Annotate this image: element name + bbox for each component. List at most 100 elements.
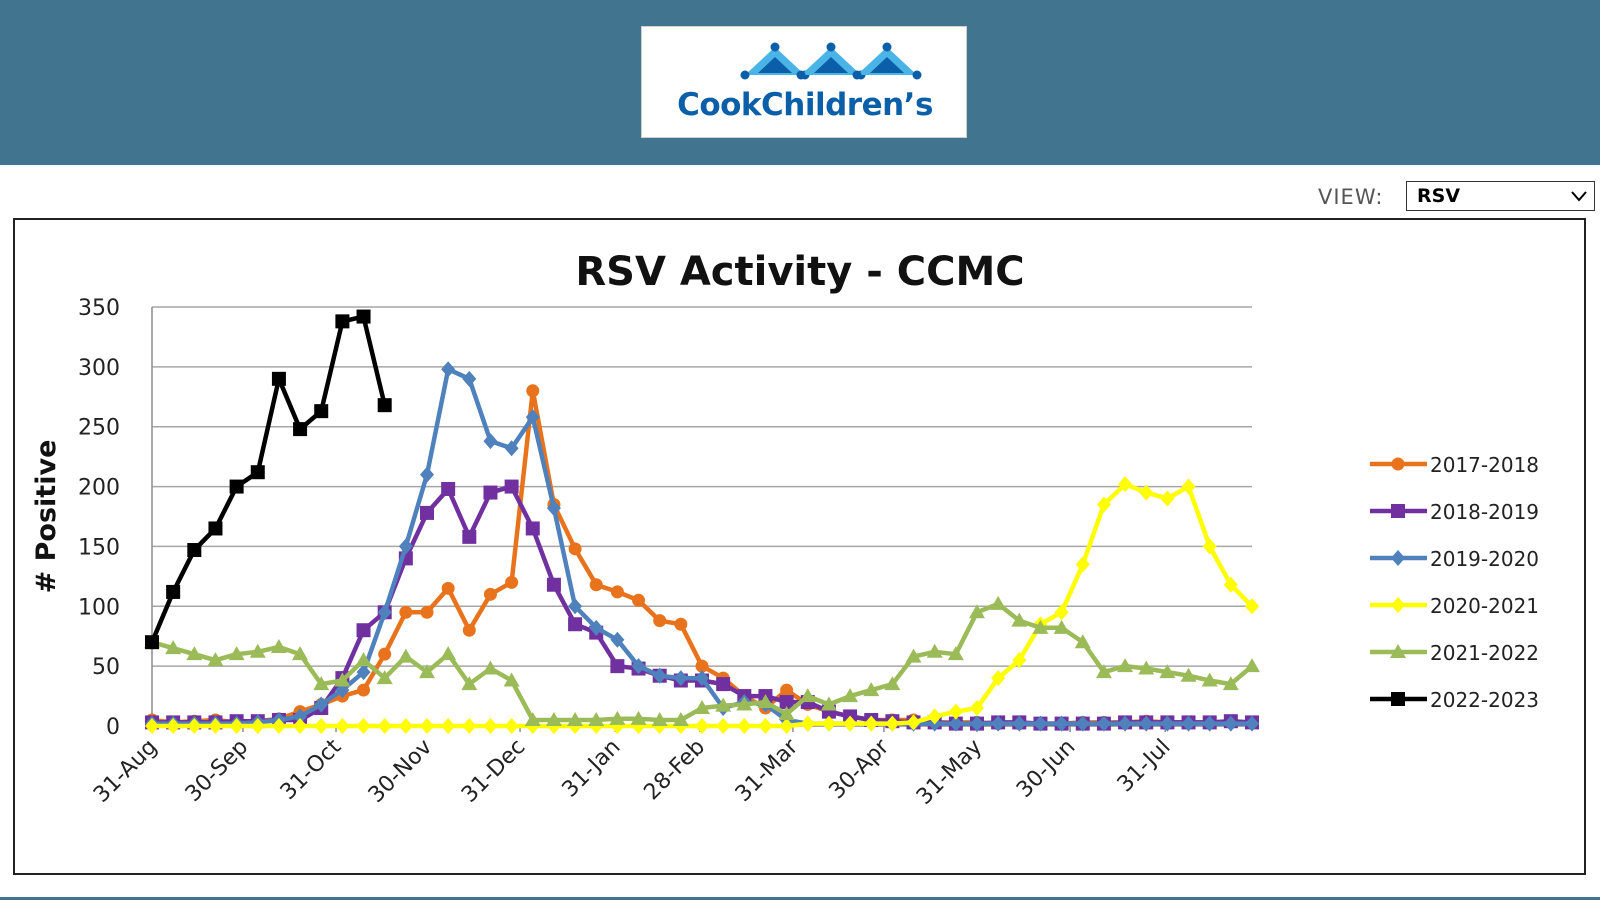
data-point [546, 577, 561, 592]
data-point [314, 696, 329, 713]
data-point [314, 718, 329, 734]
x-tick-label: 31-Dec [457, 735, 530, 808]
data-point [1012, 715, 1027, 732]
logo-roof-inner-0 [758, 57, 792, 73]
data-point [947, 646, 964, 661]
data-point [651, 712, 668, 727]
data-point [1245, 715, 1259, 732]
data-point [990, 595, 1007, 610]
x-tick-label: 30-Sep [181, 735, 253, 807]
data-point [630, 710, 647, 725]
data-point [1201, 672, 1218, 687]
data-point [695, 659, 709, 673]
data-point [250, 718, 265, 734]
data-point [780, 683, 794, 697]
data-point [420, 505, 434, 520]
view-select[interactable]: RSV [1406, 181, 1595, 211]
data-point [567, 712, 584, 727]
logo-roof-right-2 [912, 70, 922, 80]
data-point [145, 718, 159, 734]
data-point [356, 309, 371, 324]
data-point [526, 384, 540, 398]
data-point [716, 718, 731, 734]
data-point [568, 617, 583, 632]
data-point [695, 670, 709, 687]
data-point [1053, 619, 1070, 634]
legend-label: 2020-2021 [1430, 594, 1539, 618]
data-point [545, 712, 562, 727]
x-tick-label: 31-Aug [89, 735, 162, 808]
chart-frame: RSV Activity - CCMC 0 50 100 150 200 250 300 350… [13, 218, 1586, 875]
data-point [441, 481, 456, 496]
data-point [335, 314, 350, 329]
data-point [441, 361, 456, 378]
cook-childrens-logo[interactable]: CookChildren’s [641, 26, 967, 138]
data-point [884, 676, 901, 691]
data-point [377, 718, 392, 734]
data-point [715, 697, 732, 712]
data-point [504, 440, 519, 457]
data-point [1180, 667, 1197, 682]
data-point [334, 672, 351, 687]
data-point [1011, 612, 1028, 627]
data-point [504, 479, 519, 494]
x-tick-label: 31-May [912, 735, 987, 810]
data-point [229, 718, 244, 734]
data-point [440, 646, 457, 661]
data-point [1245, 598, 1259, 615]
series-line [149, 314, 387, 644]
y-tick-label: 200 [78, 476, 120, 501]
data-point [525, 521, 540, 536]
series-2020-2021 [145, 476, 1259, 734]
data-point [800, 715, 815, 732]
footer-line [0, 897, 1600, 900]
y-tick-label: 350 [78, 296, 120, 321]
logo-roof-inner-2 [870, 57, 904, 73]
y-axis-label: # Positive [31, 440, 62, 594]
legend-swatch-marker [1391, 692, 1405, 706]
data-point [1139, 715, 1154, 732]
data-point [482, 660, 499, 675]
y-tick-label: 300 [78, 356, 120, 381]
data-point [293, 708, 308, 725]
data-point [165, 640, 182, 655]
legend-item: 2017-2018 [1370, 453, 1539, 477]
data-point [546, 500, 561, 517]
data-point [1118, 715, 1133, 732]
legend-label: 2018-2019 [1430, 500, 1539, 524]
x-tick-label: 30-Apr [825, 734, 895, 804]
x-tick-label: 31-Mar [731, 734, 804, 807]
data-point [399, 605, 413, 619]
data-point [948, 715, 963, 732]
data-point [863, 682, 880, 697]
data-point [568, 598, 583, 615]
data-point [610, 631, 625, 648]
data-point [187, 718, 202, 734]
data-point [736, 696, 753, 711]
legend-swatch-marker [1391, 550, 1405, 566]
data-point [462, 529, 477, 544]
data-point [1095, 664, 1112, 679]
legend-label: 2022-2023 [1430, 688, 1539, 712]
logo-houses-icon [740, 42, 922, 80]
data-point [970, 715, 984, 732]
data-point [356, 718, 371, 734]
data-point [970, 700, 984, 717]
data-point [1223, 715, 1238, 732]
data-point [378, 647, 392, 661]
data-point [1160, 715, 1175, 732]
data-point [356, 623, 371, 638]
data-point [270, 638, 287, 653]
data-point [461, 676, 478, 691]
x-tick-label: 31-Jan [558, 735, 626, 803]
data-point [1159, 664, 1176, 679]
data-point [186, 646, 203, 661]
data-point [926, 643, 943, 658]
data-point [356, 664, 371, 681]
legend-item: 2021-2022 [1370, 641, 1539, 665]
data-point [1244, 658, 1260, 673]
rsv-line-chart: RSV Activity - CCMC 0 50 100 150 200 250 300 350… [31, 249, 1539, 810]
data-point [1096, 715, 1111, 732]
data-point [885, 715, 900, 732]
logo-roof-left-2 [852, 70, 862, 80]
